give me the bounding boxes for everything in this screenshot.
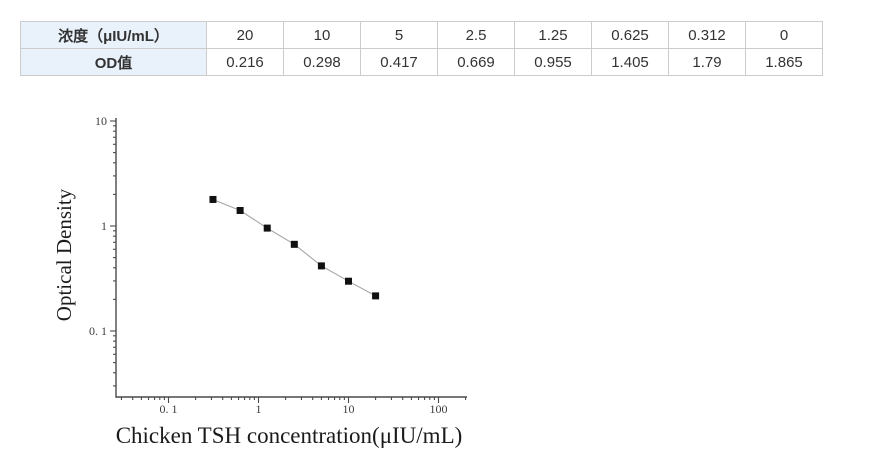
value-cell: 10 [283,21,361,49]
value-cell: 1.25 [514,21,592,49]
value-cell: 20 [206,21,284,49]
table-row: OD值 0.216 0.298 0.417 0.669 0.955 1.405 1.79 1.8… [20,48,823,76]
data-point-marker [345,277,352,285]
value-cell: 0.417 [360,48,438,76]
value-cell: 0.298 [283,48,361,76]
value-cell: 0 [745,21,823,49]
value-cell: 0.625 [591,21,669,49]
value-cell: 1.79 [668,48,746,76]
y-tick-label: 0. 1 [89,324,107,338]
data-point-marker [263,224,271,232]
data-point-marker [372,292,380,300]
data-point-marker [290,240,298,248]
x-tick-label: 0. 1 [160,402,178,416]
standard-curve-chart: 0. 1 1 10 100 10 1 0. 1 Chicken TSH concentrati… [0,95,520,453]
x-axis-title: Chicken TSH concentration(μIU/mL) [116,423,463,448]
value-cell: 2.5 [437,21,515,49]
standards-table: 浓度（μIU/mL） 20 10 5 2.5 1.25 0.625 0.312 0 OD值 0.21… [20,21,823,76]
value-cell: 1.405 [591,48,669,76]
standard-curve-svg: 0. 1 1 10 100 10 1 0. 1 Chicken TSH concentrati… [52,114,467,448]
value-cell: 1.865 [745,48,823,76]
row-label-cell: 浓度（μIU/mL） [20,21,207,49]
y-tick-label: 1 [101,219,107,233]
value-cell: 0.955 [514,48,592,76]
data-point-marker [317,262,325,270]
x-tick-label: 10 [343,402,355,416]
row-label-cell: OD值 [20,48,207,76]
x-tick-label: 1 [256,402,262,416]
y-axis-title: Optical Density [52,188,76,321]
value-cell: 0.312 [668,21,746,49]
value-cell: 5 [360,21,438,49]
table-row: 浓度（μIU/mL） 20 10 5 2.5 1.25 0.625 0.312 0 [20,21,823,49]
data-point-marker [209,195,217,203]
data-point-marker [236,206,244,214]
x-tick-label: 100 [430,402,448,416]
value-cell: 0.216 [206,48,284,76]
standards-table-body: 浓度（μIU/mL） 20 10 5 2.5 1.25 0.625 0.312 0 OD值 0.21… [20,21,823,76]
value-cell: 0.669 [437,48,515,76]
y-tick-label: 10 [95,114,107,128]
